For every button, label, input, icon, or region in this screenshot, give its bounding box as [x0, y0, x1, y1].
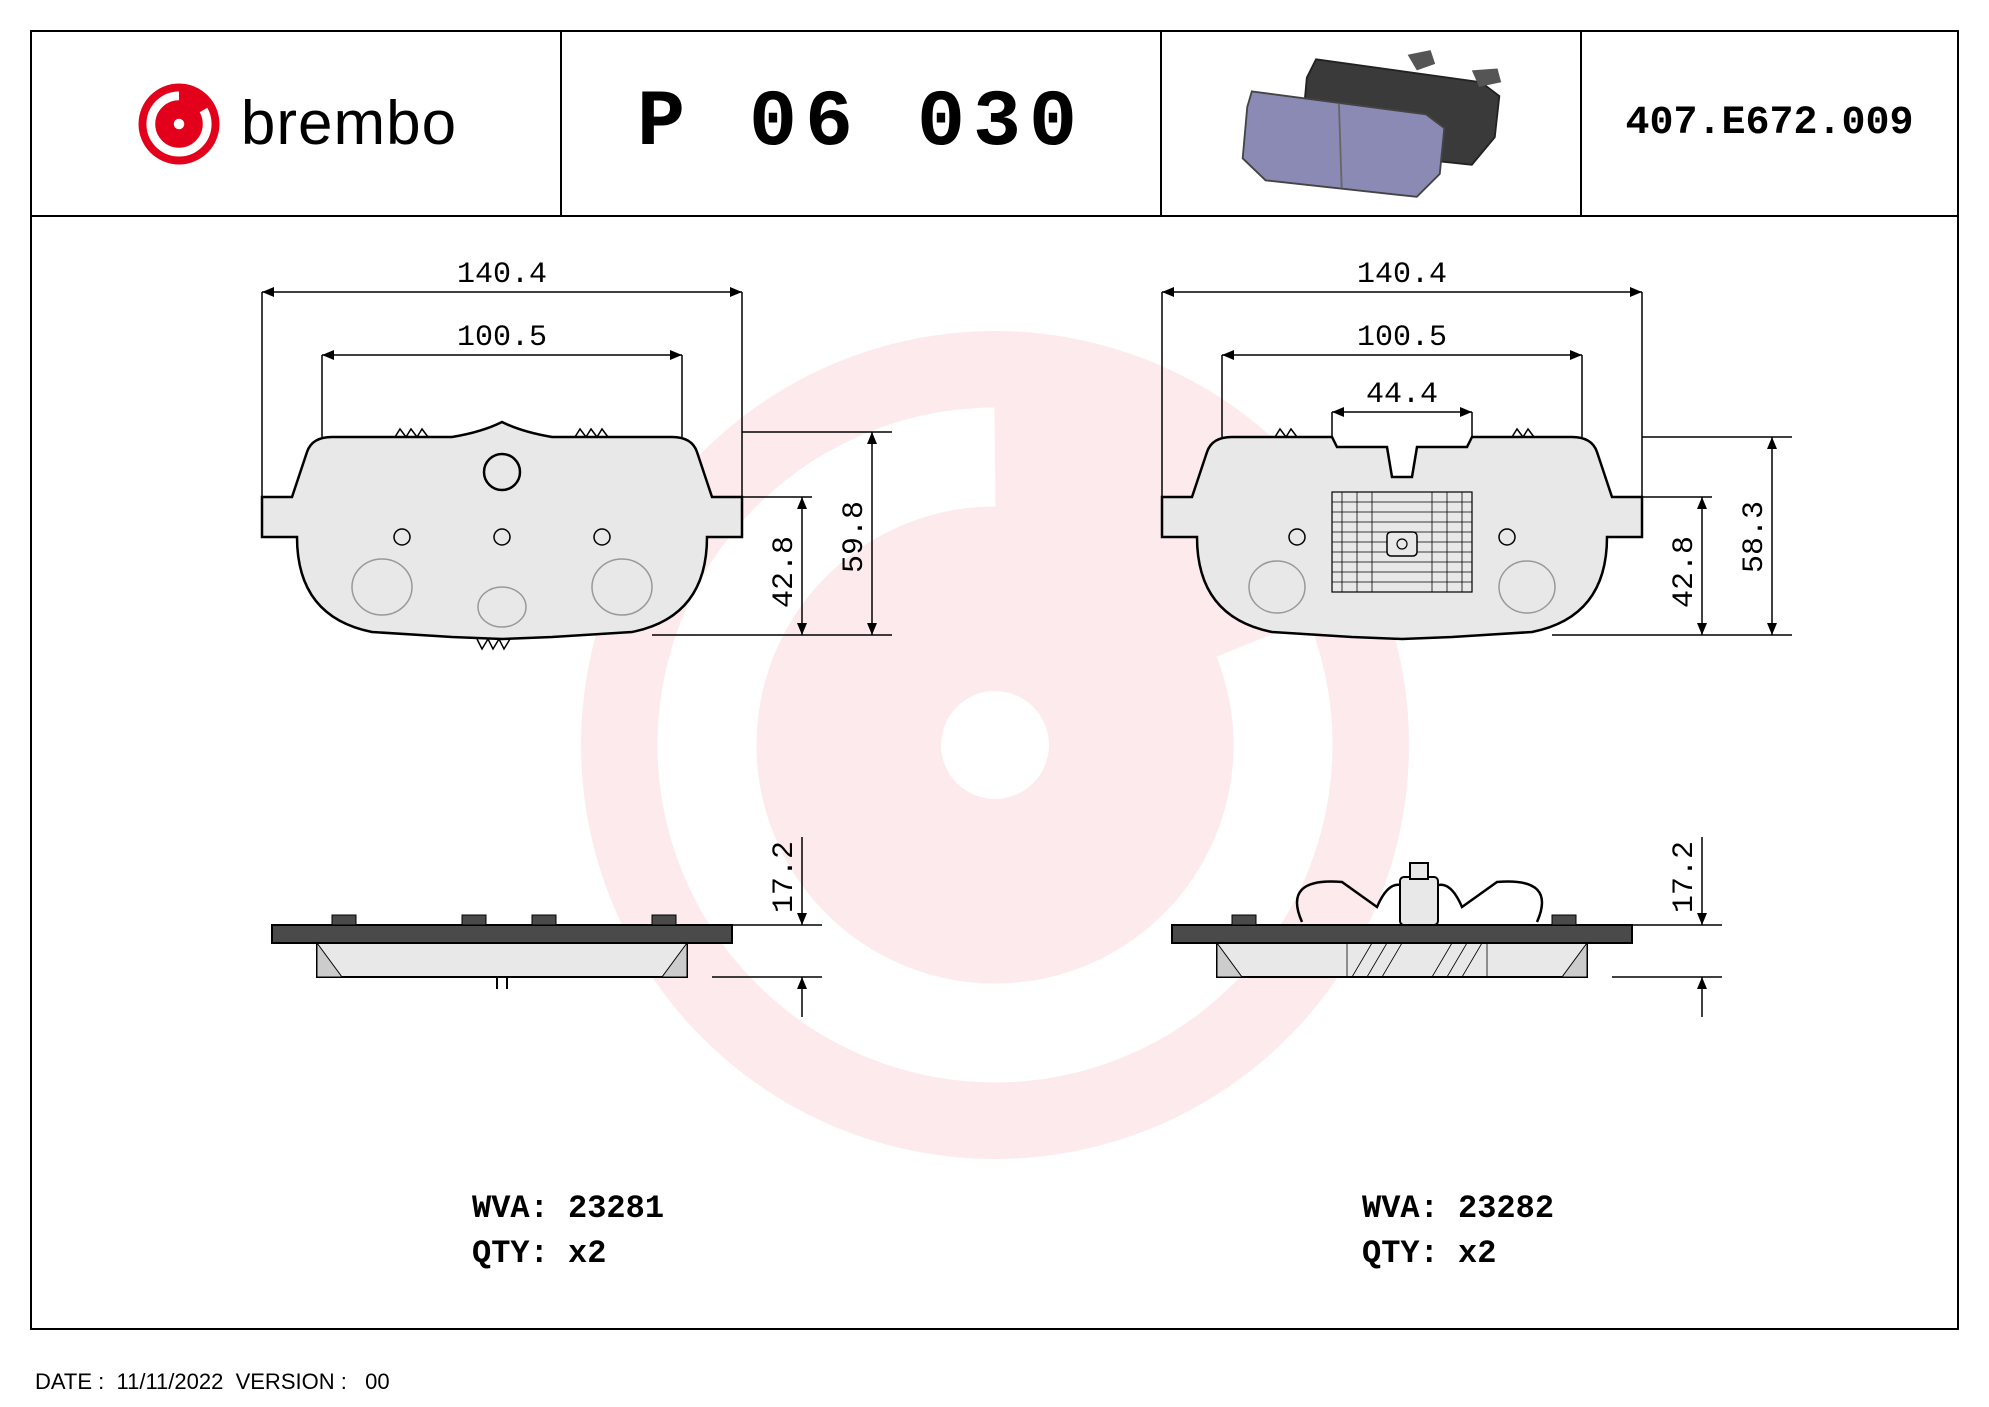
- drawing-area: 140.4 100.5: [32, 217, 1957, 1328]
- brand-name: brembo: [241, 88, 457, 159]
- left-pad-front-view: 140.4 100.5: [152, 237, 932, 717]
- qty-value: x2: [568, 1235, 606, 1272]
- left-pad-side-view: 17.2: [152, 777, 932, 1037]
- reference-number: 407.E672.009: [1625, 101, 1913, 146]
- footer-meta: DATE : 11/11/2022 VERSION : 00: [35, 1369, 390, 1395]
- wva-label: WVA:: [1362, 1190, 1439, 1227]
- dim-right-width-inner: 100.5: [1357, 321, 1447, 355]
- reference-number-cell: 407.E672.009: [1582, 32, 1957, 215]
- dim-left-height-inner: 42.8: [768, 536, 802, 608]
- qty-value: x2: [1458, 1235, 1496, 1272]
- dim-right-height-inner: 42.8: [1668, 536, 1702, 608]
- qty-label: QTY:: [1362, 1235, 1439, 1272]
- part-number: P 06 030: [637, 78, 1085, 169]
- dim-left-width-outer: 140.4: [457, 258, 547, 292]
- dim-right-notch: 44.4: [1366, 378, 1438, 412]
- product-render-cell: [1162, 32, 1582, 215]
- right-pad-info: WVA: 23282 QTY: x2: [1362, 1187, 1554, 1277]
- brembo-logo-icon: [135, 80, 223, 168]
- date-label: DATE :: [35, 1369, 104, 1394]
- dim-right-width-outer: 140.4: [1357, 258, 1447, 292]
- logo-cell: brembo: [32, 32, 562, 215]
- brake-pad-render-icon: [1181, 41, 1561, 206]
- version-label: VERSION :: [236, 1369, 347, 1394]
- dim-left-height-outer: 59.8: [838, 501, 872, 573]
- dim-left-thickness: 17.2: [768, 841, 802, 913]
- wva-value: 23282: [1458, 1190, 1554, 1227]
- part-number-cell: P 06 030: [562, 32, 1162, 215]
- version-value: 00: [365, 1369, 389, 1394]
- drawing-frame: brembo P 06 030 407.E672.009: [30, 30, 1959, 1330]
- dim-right-height-outer: 58.3: [1738, 501, 1772, 573]
- wva-value: 23281: [568, 1190, 664, 1227]
- brand-logo: brembo: [135, 80, 457, 168]
- right-pad-front-view: 140.4 100.5 44.4: [1032, 237, 1852, 717]
- header-row: brembo P 06 030 407.E672.009: [32, 32, 1957, 217]
- dim-right-thickness: 17.2: [1668, 841, 1702, 913]
- wva-label: WVA:: [472, 1190, 549, 1227]
- qty-label: QTY:: [472, 1235, 549, 1272]
- date-value: 11/11/2022: [117, 1369, 224, 1394]
- left-pad-info: WVA: 23281 QTY: x2: [472, 1187, 664, 1277]
- dim-left-width-inner: 100.5: [457, 321, 547, 355]
- right-pad-side-view: 17.2: [1032, 777, 1852, 1037]
